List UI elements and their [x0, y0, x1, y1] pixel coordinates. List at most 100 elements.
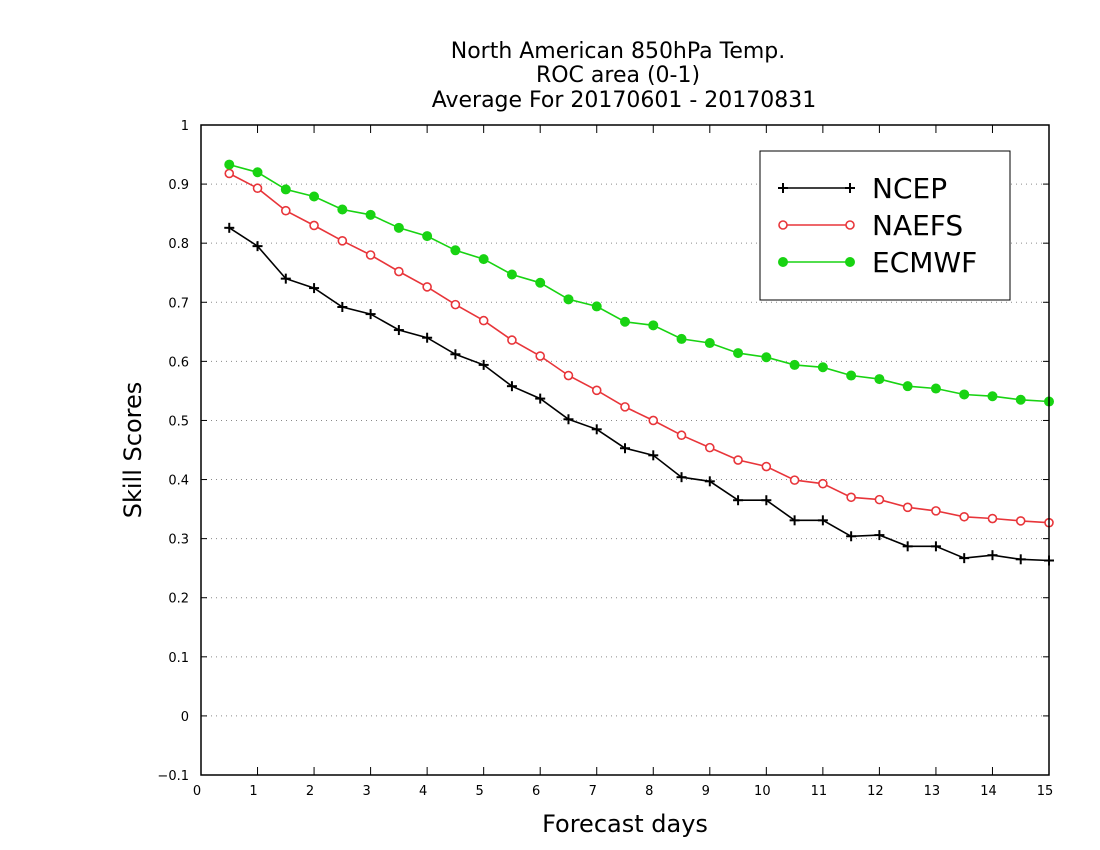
data-point-ecmwf	[789, 359, 800, 370]
data-point-ncep	[676, 472, 687, 483]
data-point-ecmwf	[1015, 394, 1026, 405]
legend-marker-ecmwf	[778, 257, 788, 267]
y-tick-label: 1	[181, 119, 189, 134]
y-tick-label: −0.1	[157, 769, 189, 784]
data-point-ncep	[987, 550, 998, 561]
data-point-naefs	[252, 183, 263, 194]
data-point-ncep	[309, 283, 320, 294]
data-point-ncep	[704, 476, 715, 487]
data-point-ecmwf	[506, 269, 517, 280]
data-point-ecmwf	[817, 362, 828, 373]
data-point-ncep	[280, 273, 291, 284]
x-tick-label: 7	[589, 784, 597, 799]
legend-item-ncep: NCEP	[778, 172, 947, 205]
data-point-ncep	[761, 495, 772, 506]
data-point-naefs	[224, 168, 235, 179]
data-point-naefs	[874, 494, 885, 505]
data-point-naefs	[422, 282, 432, 292]
legend-marker-naefs	[778, 220, 788, 230]
data-point-ncep	[365, 309, 376, 320]
y-tick-label: 0.1	[168, 651, 189, 666]
data-point-ecmwf	[252, 167, 263, 178]
data-point-ncep	[959, 553, 970, 564]
x-tick-label: 3	[362, 784, 370, 799]
legend-marker-ncep	[845, 183, 855, 193]
data-point-naefs	[959, 511, 970, 522]
data-point-ecmwf	[902, 381, 913, 392]
legend-items: NCEP NAEFS ECMWF	[778, 172, 977, 279]
data-point-ncep	[902, 541, 913, 552]
x-tick-label: 0	[193, 784, 201, 799]
data-point-naefs	[789, 475, 800, 485]
data-point-ecmwf	[422, 231, 433, 242]
data-point-naefs	[563, 370, 574, 381]
data-point-ecmwf	[591, 301, 602, 312]
data-point-ecmwf	[620, 316, 630, 327]
y-tick-label: 0.3	[168, 533, 189, 548]
data-point-ncep	[506, 381, 517, 392]
legend-item-ecmwf: ECMWF	[778, 246, 977, 279]
data-point-naefs	[365, 250, 376, 260]
data-point-ecmwf	[846, 370, 857, 381]
data-point-ncep	[591, 424, 602, 435]
data-point-naefs	[648, 415, 659, 426]
y-tick-label: 0.2	[168, 592, 189, 607]
series-group	[224, 159, 1054, 566]
x-tick-label: 2	[306, 784, 314, 799]
data-point-ncep	[789, 515, 800, 526]
data-point-ecmwf	[676, 333, 687, 344]
series-ecmwf	[224, 159, 1054, 407]
data-point-ecmwf	[874, 374, 885, 385]
chart-title-line-2: ROC area (0-1)	[536, 63, 700, 88]
data-point-naefs	[1015, 516, 1026, 526]
data-point-naefs	[931, 506, 941, 516]
data-point-ncep	[733, 495, 744, 506]
data-point-ecmwf	[365, 209, 376, 220]
data-point-ncep	[874, 530, 885, 541]
legend-label-ecmwf: ECMWF	[872, 246, 977, 279]
chart-title-line-3: Average For 20170601 - 20170831	[432, 88, 817, 113]
x-tick-label: 12	[867, 784, 884, 799]
x-tick-label: 5	[476, 784, 484, 799]
data-point-ncep	[337, 302, 348, 312]
data-point-ecmwf	[280, 184, 291, 195]
data-point-ecmwf	[704, 338, 715, 349]
data-point-naefs	[704, 442, 715, 453]
data-point-naefs	[846, 492, 856, 503]
x-tick-label: 4	[419, 784, 427, 799]
y-tick-label: 0.9	[168, 178, 189, 193]
legend-marker-ecmwf	[845, 257, 855, 267]
data-point-naefs	[337, 236, 348, 246]
legend-marker-naefs	[845, 220, 855, 230]
y-axis-label: Skill Scores	[119, 382, 147, 519]
data-point-ncep	[478, 359, 489, 370]
data-point-ecmwf	[733, 348, 744, 359]
data-point-naefs	[818, 478, 828, 489]
data-point-ecmwf	[309, 191, 320, 202]
axis-ticks: −0.100.10.20.30.40.50.60.70.80.910 1 2 3 4 5 6…	[157, 119, 1053, 799]
data-point-ncep	[393, 325, 404, 336]
data-point-ncep	[450, 349, 461, 360]
legend-marker-ncep	[778, 183, 788, 193]
data-point-naefs	[450, 299, 461, 310]
x-tick-label: 10	[754, 784, 771, 799]
data-point-naefs	[280, 205, 291, 216]
x-tick-label: 6	[532, 784, 540, 799]
y-tick-label: 0	[181, 710, 189, 725]
data-point-naefs	[676, 430, 687, 441]
x-tick-label: 14	[980, 784, 997, 799]
x-tick-label: 15	[1037, 784, 1054, 799]
data-point-naefs	[902, 502, 913, 513]
data-point-ncep	[252, 241, 263, 252]
data-point-ncep	[1015, 554, 1026, 565]
data-point-ecmwf	[478, 254, 489, 265]
chart-title-line-1: North American 850hPa Temp.	[451, 39, 786, 64]
data-point-ecmwf	[535, 277, 546, 288]
data-point-ncep	[817, 515, 828, 526]
data-point-ecmwf	[930, 383, 941, 394]
y-tick-label: 0.8	[168, 237, 189, 252]
data-point-naefs	[987, 513, 998, 524]
x-tick-label: 8	[645, 784, 653, 799]
x-axis-label: Forecast days	[542, 810, 708, 838]
